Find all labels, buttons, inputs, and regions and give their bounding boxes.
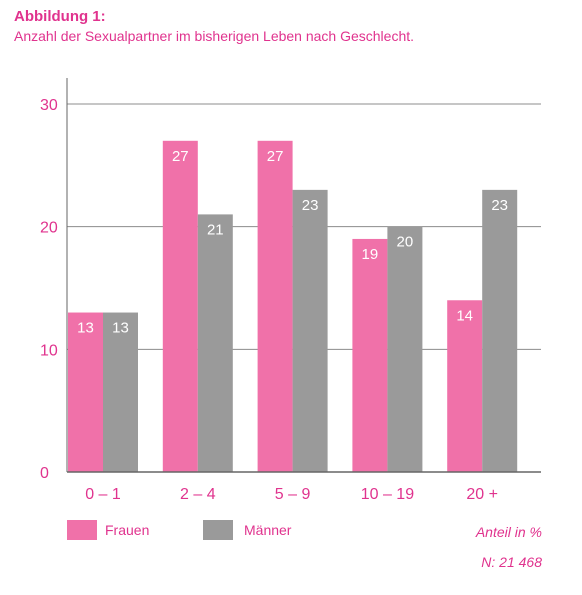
data-label-maenner-5: 23: [491, 197, 508, 214]
sample-size-note: N: 21 468: [481, 554, 542, 570]
bar-frauen-1: [68, 312, 103, 472]
x-tick-label-3: 5 – 9: [275, 486, 311, 503]
x-tick-label-5: 20 +: [466, 486, 498, 503]
bar-frauen-2: [162, 140, 198, 473]
data-label-frauen-2: 27: [172, 148, 189, 165]
data-label-maenner-3: 23: [302, 197, 319, 214]
legend-swatch-maenner: [203, 520, 233, 540]
legend-swatch-frauen: [67, 520, 97, 540]
data-label-frauen-5: 14: [456, 307, 473, 324]
bar-frauen-4: [352, 238, 388, 472]
legend-label-frauen: Frauen: [105, 522, 150, 538]
y-tick-label-0: 0: [40, 465, 49, 482]
data-label-frauen-3: 27: [267, 148, 284, 165]
x-tick-label-2: 2 – 4: [180, 486, 216, 503]
y-tick-label-20: 20: [40, 220, 58, 237]
chart-title: Abbildung 1:: [14, 8, 106, 25]
x-tick-label-1: 0 – 1: [85, 486, 121, 503]
unit-note: Anteil in %: [475, 524, 542, 540]
bar-maenner-5: [482, 189, 518, 472]
y-tick-label-30: 30: [40, 97, 58, 114]
bar-frauen-3: [257, 140, 293, 473]
bar-frauen-5: [447, 300, 483, 472]
data-label-maenner-2: 21: [207, 221, 224, 238]
data-label-maenner-1: 13: [112, 320, 129, 337]
data-label-maenner-4: 20: [397, 234, 414, 251]
bar-maenner-1: [103, 312, 138, 472]
bar-maenner-4: [387, 226, 423, 472]
bar-maenner-2: [197, 214, 233, 472]
bar-chart: 0 10 20 30 13 13 0 – 1 27 21 2 – 4 27 23 5 – 9 19 20 10…: [40, 78, 541, 503]
x-tick-label-4: 10 – 19: [361, 486, 414, 503]
data-label-frauen-1: 13: [77, 320, 94, 337]
data-label-frauen-4: 19: [362, 246, 379, 263]
chart-subtitle: Anzahl der Sexualpartner im bisherigen L…: [14, 28, 415, 44]
bar-maenner-3: [292, 189, 328, 472]
legend-label-maenner: Männer: [244, 522, 292, 538]
y-tick-label-10: 10: [40, 342, 58, 359]
